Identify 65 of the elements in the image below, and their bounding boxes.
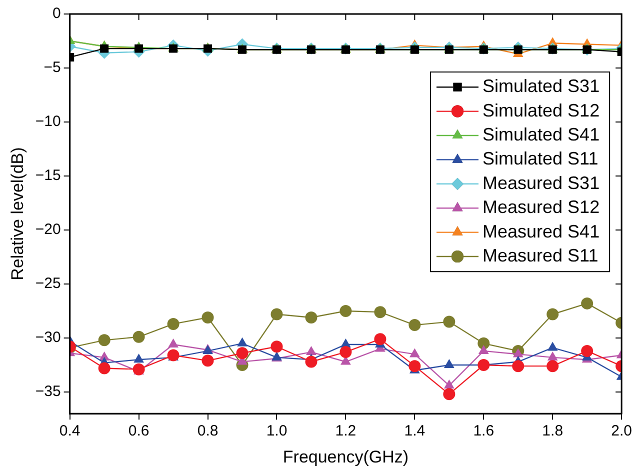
- point: [202, 311, 214, 324]
- point: [478, 359, 490, 371]
- y-tick-label: −10: [35, 113, 61, 130]
- point: [340, 305, 352, 317]
- y-axis-title: Relative level(dB): [8, 147, 27, 280]
- point: [374, 333, 386, 346]
- legend-label: Measured S11: [482, 245, 598, 266]
- point: [444, 380, 454, 389]
- point: [546, 360, 559, 372]
- y-tick-label: −15: [35, 167, 61, 184]
- point: [305, 311, 318, 324]
- x-tick-label: 0.6: [128, 422, 150, 440]
- point: [478, 344, 489, 354]
- point: [581, 344, 594, 357]
- point: [98, 362, 110, 374]
- x-tick-label: 1.0: [266, 422, 288, 440]
- point: [236, 347, 248, 360]
- point: [100, 44, 109, 53]
- x-tick-label: 0.8: [197, 422, 218, 440]
- y-tick-label: 0: [52, 5, 61, 22]
- point: [512, 348, 524, 358]
- x-axis-title: Frequency(GHz): [282, 447, 409, 466]
- point: [443, 316, 456, 328]
- y-tick-label: −25: [35, 275, 61, 292]
- point: [270, 340, 283, 353]
- legend-label: Measured S41: [482, 221, 600, 242]
- point: [132, 330, 145, 343]
- point: [98, 334, 110, 346]
- point: [546, 308, 559, 320]
- x-tick-label: 1.2: [335, 422, 356, 440]
- point: [270, 308, 283, 320]
- point: [374, 306, 386, 318]
- legend-label: Simulated S31: [482, 76, 600, 96]
- point: [581, 297, 594, 310]
- point: [305, 356, 318, 368]
- point: [168, 338, 178, 348]
- y-tick-label: −5: [44, 59, 61, 76]
- x-tick-label: 1.8: [542, 422, 564, 440]
- point: [547, 342, 558, 351]
- legend-label: Measured S31: [482, 172, 600, 193]
- legend-label: Measured S12: [482, 197, 600, 218]
- point: [409, 348, 420, 358]
- legend-label: Simulated S12: [482, 100, 600, 120]
- legend-label: Simulated S11: [482, 148, 598, 169]
- y-tick-label: −30: [35, 329, 61, 346]
- point: [547, 351, 558, 360]
- y-tick-label: −20: [35, 221, 61, 238]
- point: [512, 360, 524, 372]
- point: [202, 354, 214, 367]
- point: [444, 359, 454, 368]
- point: [167, 318, 180, 330]
- point: [306, 346, 316, 356]
- point: [134, 354, 144, 363]
- x-tick-label: 1.4: [404, 422, 426, 440]
- x-tick-label: 1.6: [473, 422, 494, 440]
- point: [340, 346, 352, 358]
- legend-label: Simulated S41: [482, 124, 600, 144]
- point: [408, 360, 421, 372]
- x-tick-label: 2.0: [611, 422, 632, 440]
- point: [237, 337, 248, 346]
- x-tick-label: 0.4: [59, 422, 80, 440]
- point: [443, 388, 456, 400]
- y-tick-label: −35: [35, 383, 61, 400]
- point: [408, 319, 421, 332]
- point: [478, 337, 490, 350]
